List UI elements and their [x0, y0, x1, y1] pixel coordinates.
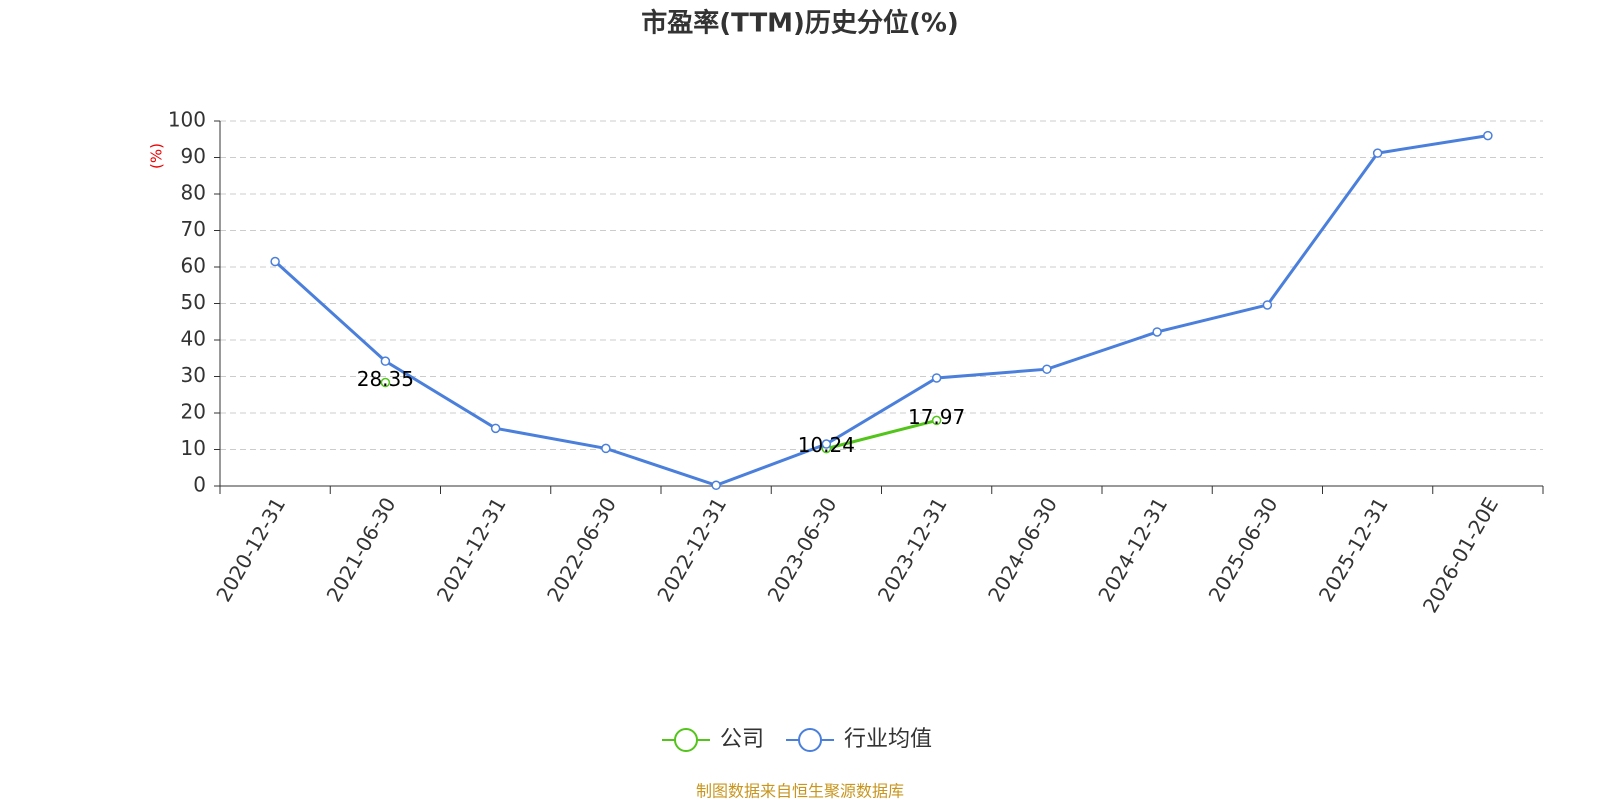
x-tick-label: 2020-12-31 — [211, 493, 290, 606]
data-point — [711, 480, 721, 491]
x-tick-label: 2026-01-20E — [1418, 493, 1503, 617]
data-point — [1483, 130, 1493, 141]
data-point — [1372, 148, 1383, 158]
data-point — [1262, 300, 1273, 310]
x-tick-label: 2022-12-31 — [652, 493, 731, 606]
x-tick-label: 2023-06-30 — [763, 493, 842, 606]
chart-title: 市盈率(TTM)历史分位(%) — [641, 8, 959, 39]
series-line — [826, 418, 937, 451]
data-point — [931, 373, 942, 383]
y-tick-label: 90 — [181, 144, 206, 168]
y-tick-label: 10 — [181, 436, 206, 460]
data-point — [931, 415, 942, 426]
y-tick-label: 40 — [181, 327, 206, 351]
legend-item: 公司 — [662, 727, 764, 752]
legend-label: 行业均值 — [844, 727, 932, 752]
legend-label: 公司 — [720, 727, 764, 752]
data-point — [490, 423, 501, 434]
data-point — [821, 439, 832, 449]
x-tick-label: 2023-12-31 — [873, 493, 952, 606]
x-tick-label: 2022-06-30 — [542, 493, 621, 606]
x-tick-label: 2021-06-30 — [322, 493, 401, 606]
source-note: 制图数据来自恒生聚源数据库 — [696, 782, 904, 800]
data-point — [270, 256, 280, 267]
y-tick-label: 70 — [181, 217, 206, 241]
x-tick-label: 2024-12-31 — [1093, 493, 1172, 606]
legend-marker — [674, 728, 698, 752]
data-label: 28.35 — [357, 367, 414, 391]
legend-marker — [798, 728, 823, 752]
y-tick-label: 80 — [181, 181, 206, 205]
x-tick-label: 2025-12-31 — [1314, 493, 1393, 606]
y-tick-label: 20 — [181, 400, 206, 424]
data-label: 10.24 — [798, 433, 855, 457]
data-point — [1152, 327, 1162, 337]
data-point — [601, 443, 611, 454]
y-tick-label: 50 — [181, 290, 206, 314]
series-line — [274, 134, 1489, 487]
y-tick-label: 60 — [181, 254, 206, 278]
x-tick-label: 2025-06-30 — [1204, 493, 1283, 606]
data-point — [1042, 364, 1052, 374]
data-point — [380, 377, 391, 388]
y-tick-label: 100 — [168, 108, 206, 132]
x-tick-label: 2024-06-30 — [983, 493, 1062, 606]
y-tick-label: 30 — [181, 363, 206, 387]
legend-item: 行业均值 — [786, 727, 932, 752]
data-label: 17.97 — [908, 405, 965, 429]
x-tick-label: 2021-12-31 — [432, 493, 511, 606]
y-axis-label: (%) — [148, 143, 166, 169]
data-point — [380, 356, 391, 366]
y-tick-label: 0 — [193, 473, 206, 497]
